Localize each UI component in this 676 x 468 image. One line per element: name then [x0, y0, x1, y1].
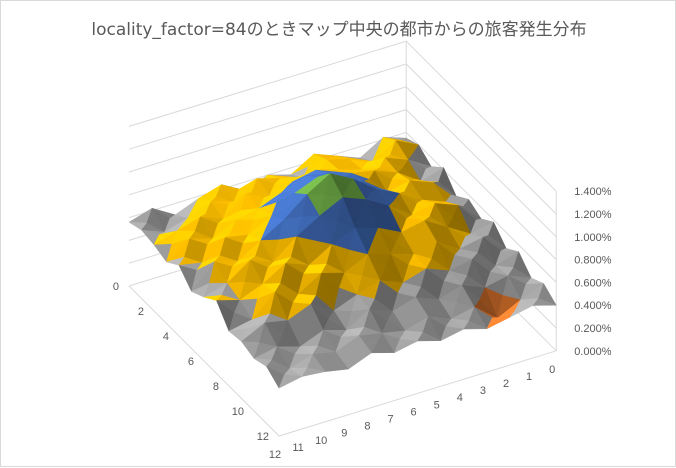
- category-tick-label: 11: [292, 442, 303, 454]
- category-tick-label: 5: [434, 399, 440, 411]
- series-tick-label: 2: [138, 306, 144, 318]
- category-tick-label: 8: [364, 421, 370, 433]
- series-tick-label: 12: [257, 431, 269, 443]
- z-tick-label: 0.000%: [574, 346, 612, 358]
- category-tick-label: 3: [480, 385, 486, 397]
- z-tick-label: 1.200%: [574, 209, 612, 221]
- category-tick-label: 12: [269, 449, 281, 461]
- category-tick-label: 9: [341, 428, 347, 440]
- category-tick-label: 4: [457, 392, 463, 404]
- category-tick-label: 1: [526, 371, 532, 383]
- series-tick-label: 0: [113, 281, 119, 293]
- category-tick-label: 10: [315, 435, 327, 447]
- category-tick-label: 0: [549, 364, 555, 376]
- z-tick-label: 0.400%: [574, 300, 612, 312]
- category-tick-label: 7: [387, 414, 393, 426]
- z-tick-label: 0.200%: [574, 323, 612, 335]
- z-tick-label: 1.400%: [574, 186, 612, 198]
- series-tick-label: 8: [213, 381, 219, 393]
- series-tick-label: 4: [163, 331, 169, 343]
- z-tick-label: 1.000%: [574, 232, 612, 244]
- series-tick-label: 6: [188, 356, 194, 368]
- z-tick-label: 0.800%: [574, 255, 612, 267]
- category-tick-label: 6: [411, 406, 417, 418]
- z-tick-label: 0.600%: [574, 277, 612, 289]
- category-tick-label: 2: [503, 378, 509, 390]
- series-tick-label: 10: [232, 406, 244, 418]
